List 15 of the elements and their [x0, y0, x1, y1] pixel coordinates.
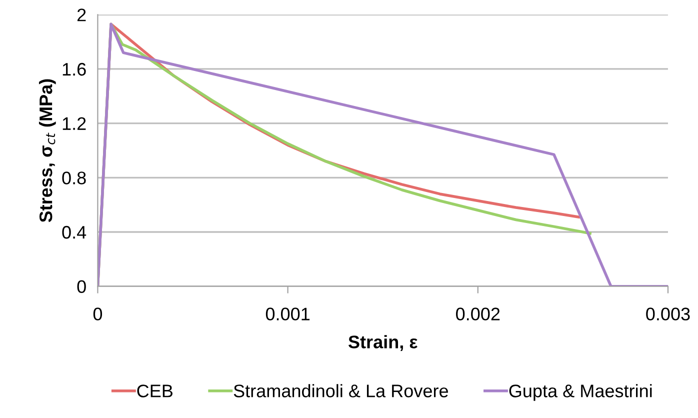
legend-label: Gupta & Maestrini: [509, 384, 652, 401]
y-tick-label: 0: [77, 280, 86, 294]
y-tick-label: 1.2: [62, 117, 86, 130]
y-axis-title: Stress, σ$_{ct}$ (MPa): [38, 79, 56, 222]
y-tick-label: 2: [77, 8, 86, 22]
y-tick-label: 0.8: [62, 172, 86, 184]
x-axis-title: Strain, ε: [348, 335, 418, 351]
legend-label: CEB: [137, 384, 172, 398]
x-tick-label: 0.001: [266, 308, 310, 320]
legend-label: Stramandinoli & La Rovere: [234, 384, 448, 398]
x-tick-label: 0: [93, 308, 102, 320]
x-tick-label: 0.002: [456, 308, 500, 320]
y-tick-label: 0.4: [62, 226, 86, 239]
y-tick-label: 1.6: [62, 62, 86, 76]
x-tick-label: 0.003: [646, 308, 690, 320]
